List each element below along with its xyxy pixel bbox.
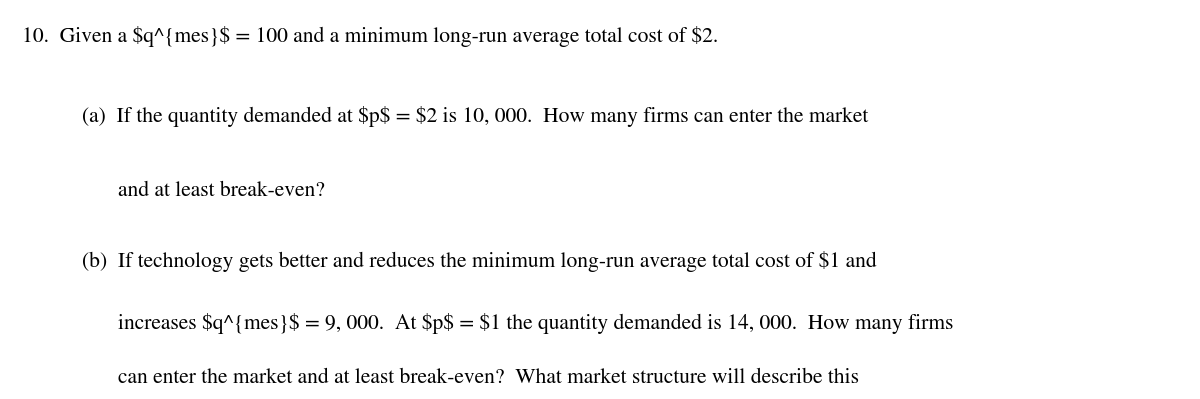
Text: and at least break-even?: and at least break-even? bbox=[118, 181, 324, 201]
Text: 10.  Given a $q^{mes}$ = 100 and a minimum long-run average total cost of $2.: 10. Given a $q^{mes}$ = 100 and a minimu… bbox=[22, 26, 718, 47]
Text: increases $q^{mes}$ = 9, 000.  At $p$ = $1 the quantity demanded is 14, 000.  Ho: increases $q^{mes}$ = 9, 000. At $p$ = $… bbox=[118, 313, 953, 334]
Text: (a)  If the quantity demanded at $p$ = $2 is 10, 000.  How many firms can enter : (a) If the quantity demanded at $p$ = $2… bbox=[82, 106, 868, 127]
Text: can enter the market and at least break-even?  What market structure will descri: can enter the market and at least break-… bbox=[118, 368, 859, 388]
Text: (b)  If technology gets better and reduces the minimum long-run average total co: (b) If technology gets better and reduce… bbox=[82, 251, 876, 273]
